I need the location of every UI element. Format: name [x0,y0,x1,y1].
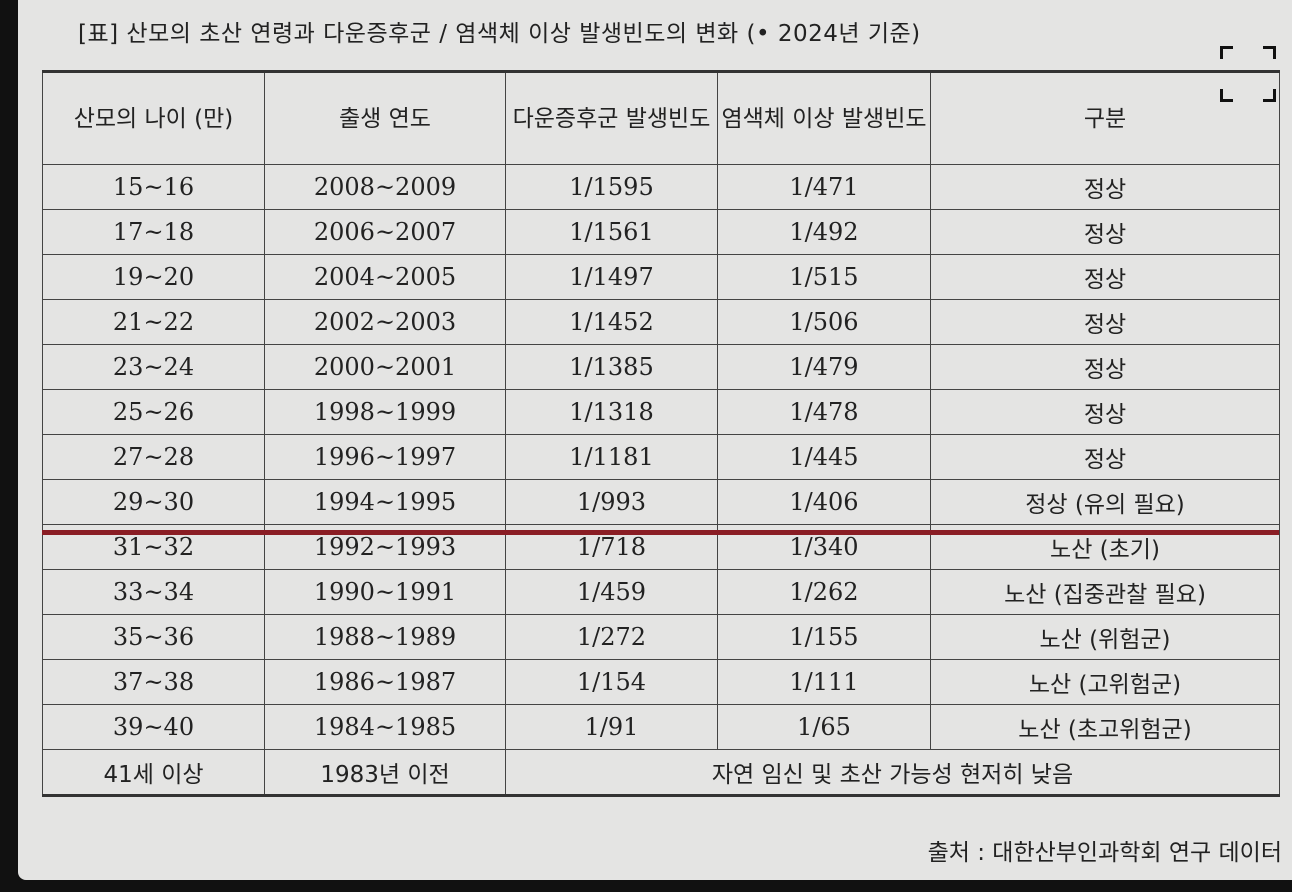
cell-age: 27~28 [42,434,265,480]
cell-year: 2006~2007 [264,209,506,255]
cell-down: 1/1595 [505,164,718,210]
cell-class: 정상 [930,209,1280,255]
cell-age: 25~26 [42,389,265,435]
table-row: 17~18 2006~2007 1/1561 1/492 정상 [42,209,1280,255]
cell-down: 1/459 [505,569,718,615]
cell-class: 정상 [930,164,1280,210]
cell-age: 41세 이상 [42,749,265,796]
cell-age: 15~16 [42,164,265,210]
cell-down: 1/1385 [505,344,718,390]
header-down: 다운증후군 발생빈도 [505,71,718,165]
cell-down: 1/1452 [505,299,718,345]
cell-down: 1/1181 [505,434,718,480]
table-row-last: 41세 이상 1983년 이전 자연 임신 및 초산 가능성 현저히 낮음 [42,749,1280,796]
header-age: 산모의 나이 (만) [42,71,265,165]
cell-chrom: 1/406 [717,479,931,525]
cell-age: 17~18 [42,209,265,255]
cell-year: 1986~1987 [264,659,506,705]
table-row: 27~28 1996~1997 1/1181 1/445 정상 [42,434,1280,480]
threshold-divider [42,530,1279,535]
source-note: 출처 : 대한산부인과학회 연구 데이터 [927,840,1282,866]
cell-class: 정상 [930,389,1280,435]
table-row: 25~26 1998~1999 1/1318 1/478 정상 [42,389,1280,435]
cell-year: 1990~1991 [264,569,506,615]
table-row: 35~36 1988~1989 1/272 1/155 노산 (위험군) [42,614,1280,660]
cell-year: 2004~2005 [264,254,506,300]
cell-class: 정상 [930,299,1280,345]
cell-class: 정상 [930,344,1280,390]
table-row: 37~38 1986~1987 1/154 1/111 노산 (고위험군) [42,659,1280,705]
cell-age: 19~20 [42,254,265,300]
cell-age: 21~22 [42,299,265,345]
cell-down: 1/272 [505,614,718,660]
cell-age: 39~40 [42,704,265,750]
cell-down: 1/1497 [505,254,718,300]
cell-class: 노산 (위험군) [930,614,1280,660]
table-row: 39~40 1984~1985 1/91 1/65 노산 (초고위험군) [42,704,1280,750]
cell-year: 2008~2009 [264,164,506,210]
cell-class: 노산 (집중관찰 필요) [930,569,1280,615]
cell-year: 2000~2001 [264,344,506,390]
cell-class: 정상 [930,254,1280,300]
cell-chrom: 1/515 [717,254,931,300]
cell-chrom: 1/262 [717,569,931,615]
cell-chrom: 1/445 [717,434,931,480]
cell-year: 1994~1995 [264,479,506,525]
data-table: 산모의 나이 (만) 출생 연도 다운증후군 발생빈도 염색체 이상 발생빈도 … [42,70,1280,797]
cell-chrom: 1/492 [717,209,931,255]
table-row: 33~34 1990~1991 1/459 1/262 노산 (집중관찰 필요) [42,569,1280,615]
cell-chrom: 1/478 [717,389,931,435]
cell-note: 자연 임신 및 초산 가능성 현저히 낮음 [505,749,1280,796]
cell-down: 1/993 [505,479,718,525]
cell-year: 2002~2003 [264,299,506,345]
cell-chrom: 1/471 [717,164,931,210]
table-row: 29~30 1994~1995 1/993 1/406 정상 (유의 필요) [42,479,1280,525]
table-row: 19~20 2004~2005 1/1497 1/515 정상 [42,254,1280,300]
table-row: 21~22 2002~2003 1/1452 1/506 정상 [42,299,1280,345]
cell-class: 정상 [930,434,1280,480]
cell-year: 1988~1989 [264,614,506,660]
table-header-row: 산모의 나이 (만) 출생 연도 다운증후군 발생빈도 염색체 이상 발생빈도 … [42,71,1280,165]
header-class: 구분 [930,71,1280,165]
cell-chrom: 1/65 [717,704,931,750]
cell-age: 33~34 [42,569,265,615]
cell-age: 37~38 [42,659,265,705]
table-title: [표] 산모의 초산 연령과 다운증후군 / 염색체 이상 발생빈도의 변화 (… [78,21,921,47]
header-year: 출생 연도 [264,71,506,165]
cell-chrom: 1/479 [717,344,931,390]
header-chrom: 염색체 이상 발생빈도 [717,71,931,165]
cell-class: 정상 (유의 필요) [930,479,1280,525]
cell-down: 1/1318 [505,389,718,435]
cell-year: 1984~1985 [264,704,506,750]
cell-year: 1996~1997 [264,434,506,480]
cell-year: 1998~1999 [264,389,506,435]
cell-chrom: 1/506 [717,299,931,345]
cell-down: 1/91 [505,704,718,750]
table-row: 15~16 2008~2009 1/1595 1/471 정상 [42,164,1280,210]
cell-age: 23~24 [42,344,265,390]
cell-chrom: 1/111 [717,659,931,705]
cell-class: 노산 (초고위험군) [930,704,1280,750]
table-row: 23~24 2000~2001 1/1385 1/479 정상 [42,344,1280,390]
cell-down: 1/154 [505,659,718,705]
cell-year: 1983년 이전 [264,749,506,796]
cell-chrom: 1/155 [717,614,931,660]
cell-age: 35~36 [42,614,265,660]
cell-age: 29~30 [42,479,265,525]
cell-class: 노산 (고위험군) [930,659,1280,705]
cell-down: 1/1561 [505,209,718,255]
